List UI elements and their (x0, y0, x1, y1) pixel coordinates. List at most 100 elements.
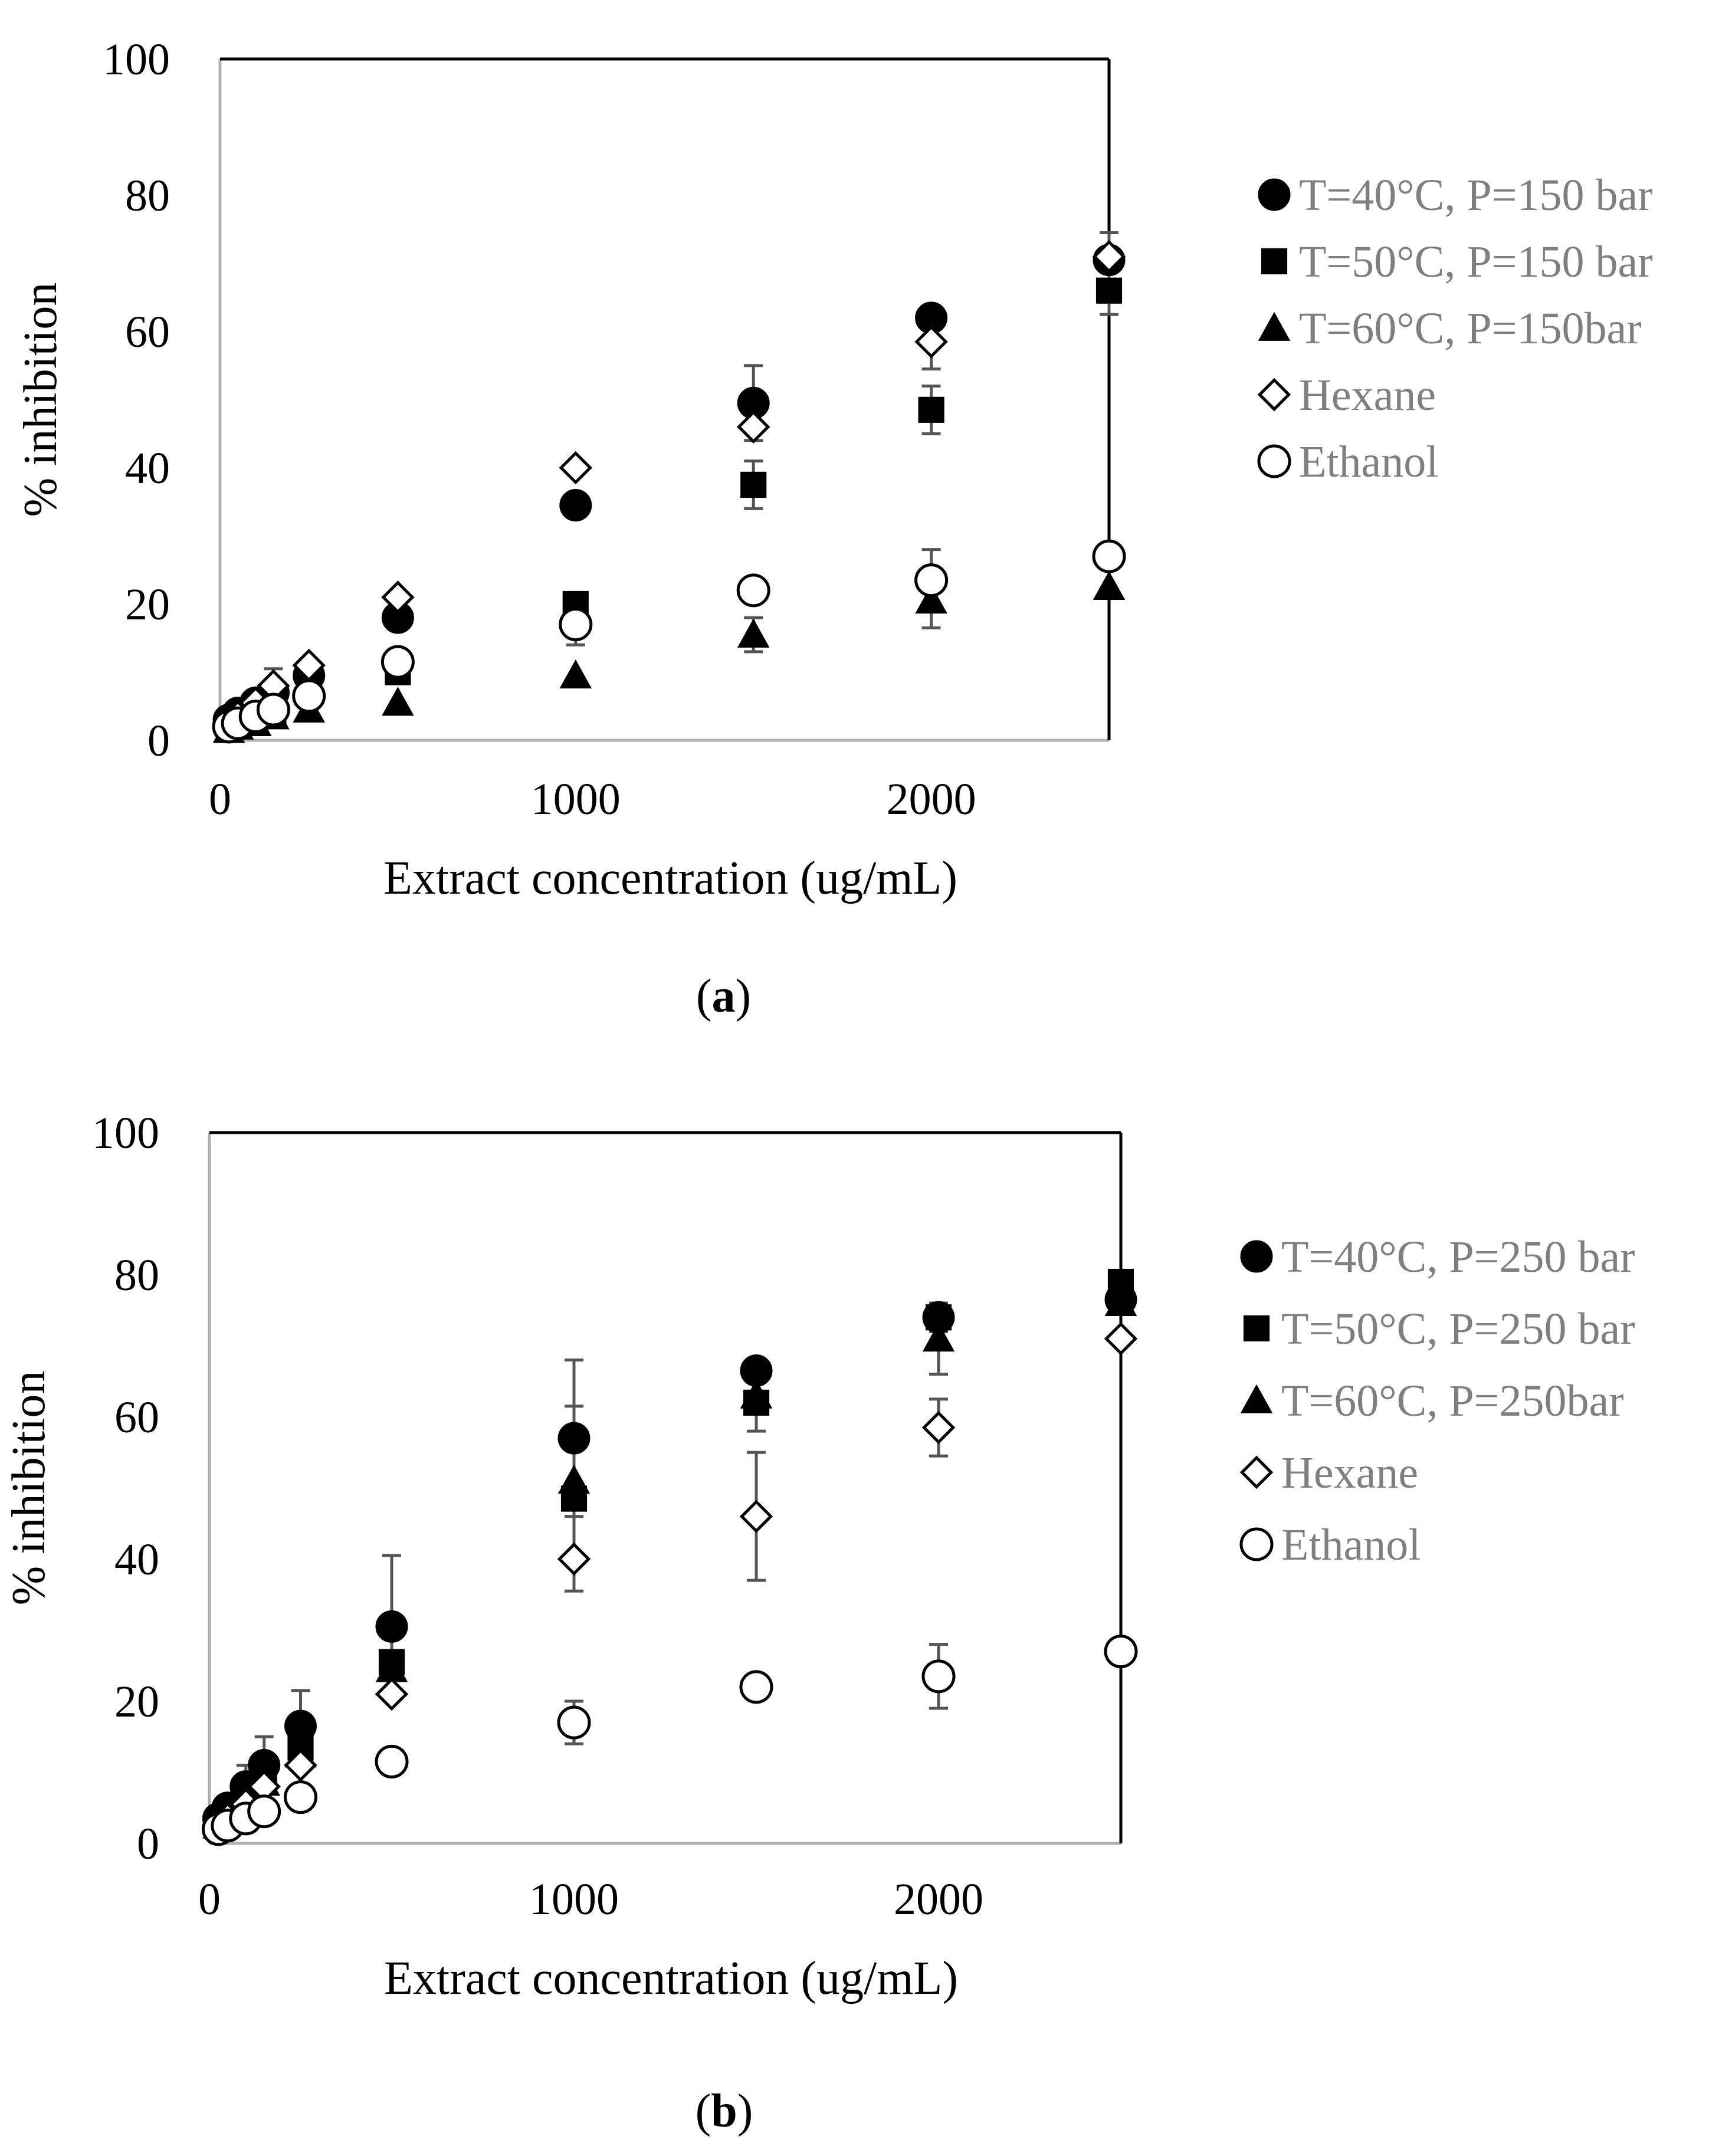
legend-marker (1240, 1240, 1273, 1273)
series-diamond-open (212, 239, 1126, 740)
series-square-filled (215, 277, 1123, 740)
y-tick-label: 100 (92, 1108, 159, 1158)
legend: T=40°C, P=150 bar T=50°C, P=150 bar T=60°C… (1257, 170, 1653, 487)
legend-label: Ethanol (1299, 437, 1438, 487)
y-tick-label: 80 (125, 171, 170, 221)
data-point (740, 1379, 773, 1409)
series-triangle-filled (212, 570, 1126, 743)
data-point (736, 410, 770, 444)
legend-marker (1243, 1315, 1270, 1342)
data-point (740, 471, 767, 498)
data-point (736, 573, 770, 608)
data-point (737, 618, 770, 648)
caption-open-paren: ( (696, 970, 712, 1022)
data-point (1092, 539, 1126, 573)
y-axis-label: % inhibition (15, 283, 67, 517)
series-circle-open (212, 539, 1126, 744)
y-tick-label: 0 (137, 1819, 159, 1869)
panel-caption: (a) (696, 970, 751, 1022)
y-tick-label: 80 (114, 1251, 159, 1300)
data-point (375, 1653, 408, 1682)
legend-label: T=50°C, P=150 bar (1299, 237, 1653, 287)
y-axis-label: % inhibition (3, 1371, 55, 1606)
legend-marker (1240, 1384, 1273, 1413)
data-point (922, 1323, 955, 1352)
data-point (382, 687, 414, 716)
data-point (739, 1499, 773, 1533)
y-tick-label: 20 (114, 1677, 159, 1727)
series-triangle-filled (202, 1287, 1137, 1839)
caption-letter: a (712, 970, 736, 1022)
legend-label: Ethanol (1281, 1520, 1421, 1570)
y-tick-label: 40 (114, 1535, 159, 1584)
data-point (918, 396, 944, 423)
data-point (284, 1748, 317, 1782)
data-point (380, 645, 415, 679)
data-point (559, 659, 592, 689)
data-point (375, 1677, 409, 1711)
legend-label: T=40°C, P=150 bar (1299, 170, 1653, 220)
y-tick-label: 60 (125, 307, 170, 357)
y-tick-label: 20 (125, 580, 170, 629)
series-circle-filled (212, 244, 1126, 736)
panel-caption: (b) (696, 2085, 753, 2137)
legend-marker (1257, 378, 1291, 412)
data-point (557, 1465, 591, 1494)
data-point (559, 608, 593, 642)
legend-label: Hexane (1281, 1448, 1418, 1498)
data-point (559, 451, 593, 485)
caption-letter: b (711, 2085, 737, 2137)
caption-open-paren: ( (696, 2085, 711, 2137)
data-point (557, 1542, 591, 1576)
x-tick-label: 1000 (531, 775, 621, 824)
y-tick-label: 40 (125, 444, 170, 493)
data-point (557, 1422, 591, 1455)
x-axis-label: Extract concentration (ug/mL) (383, 852, 957, 904)
y-tick-label: 0 (147, 716, 170, 766)
legend-label: Hexane (1299, 370, 1436, 420)
legend-marker (1239, 1455, 1274, 1489)
data-point (1104, 1322, 1138, 1356)
data-point (375, 1744, 409, 1778)
data-point (1104, 1635, 1138, 1669)
series-circle-open (201, 1635, 1138, 1846)
legend-label: T=50°C, P=250 bar (1281, 1304, 1635, 1354)
data-point (381, 580, 415, 614)
series-square-filled (205, 1268, 1134, 1835)
data-point (292, 679, 326, 713)
legend-label: T=60°C, P=150bar (1299, 304, 1642, 353)
y-tick-label: 60 (114, 1393, 159, 1442)
legend-marker (1261, 248, 1288, 275)
data-point (921, 1659, 956, 1694)
legend-marker (1257, 444, 1291, 478)
x-tick-label: 2000 (894, 1875, 983, 1924)
data-point (557, 1705, 591, 1740)
data-point (1104, 1287, 1137, 1317)
data-point (375, 1610, 408, 1643)
x-axis-label: Extract concentration (ug/mL) (384, 1952, 958, 2004)
legend-marker (1258, 311, 1291, 341)
legend-marker (1239, 1527, 1274, 1561)
data-point (247, 1794, 281, 1829)
legend: T=40°C, P=250 bar T=50°C, P=250 bar T=60°C… (1239, 1232, 1635, 1570)
x-tick-label: 2000 (887, 775, 976, 824)
data-point (284, 1780, 317, 1814)
series-circle-filled (202, 1283, 1137, 1835)
caption-close-paren: ) (736, 970, 752, 1022)
caption-close-paren: ) (737, 2085, 753, 2137)
data-point (915, 584, 947, 614)
data-point (739, 1670, 773, 1704)
data-point (559, 489, 592, 522)
legend-marker (1258, 178, 1291, 211)
y-tick-label: 100 (103, 35, 170, 84)
legend-label: T=60°C, P=250bar (1281, 1376, 1624, 1426)
legend-label: T=40°C, P=250 bar (1281, 1232, 1635, 1282)
data-point (914, 325, 948, 359)
x-tick-label: 1000 (529, 1875, 619, 1924)
data-point (1093, 570, 1126, 600)
data-point (914, 563, 949, 598)
data-point (1095, 277, 1123, 304)
